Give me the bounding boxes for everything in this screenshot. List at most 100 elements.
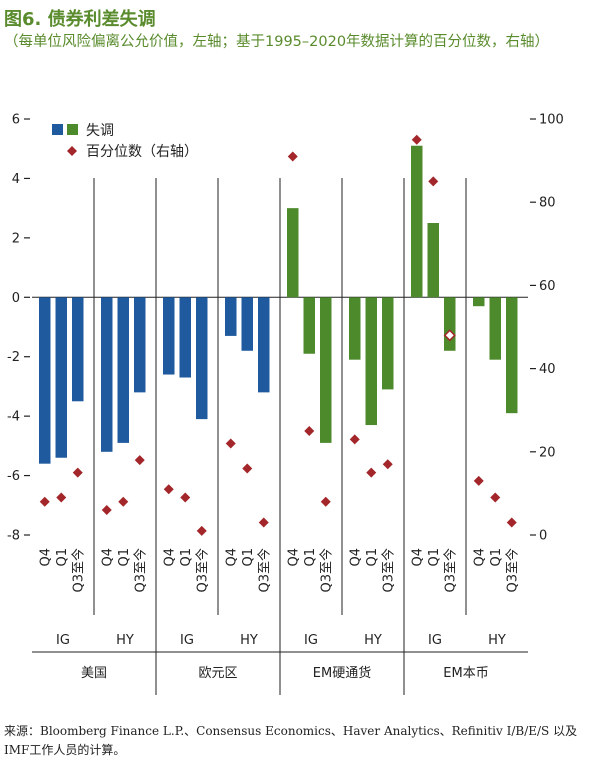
bar <box>39 297 51 464</box>
period-label: Q1 <box>365 548 380 567</box>
bar <box>241 297 253 351</box>
bar <box>444 297 456 351</box>
legend-swatch-green <box>67 124 78 135</box>
bar <box>117 297 129 443</box>
market-label: EM本币 <box>443 666 488 681</box>
rating-label: IG <box>428 633 442 648</box>
bar <box>349 297 361 360</box>
bar <box>179 297 191 378</box>
period-label: Q1 <box>303 548 318 567</box>
market-label: 欧元区 <box>198 666 237 681</box>
chart-title: 图6. 债券利差失调 <box>4 9 156 30</box>
bar <box>163 297 175 375</box>
percentile-marker <box>490 492 501 503</box>
rating-label: IG <box>180 633 194 648</box>
bar <box>72 297 84 402</box>
period-label: Q3至今 <box>442 548 458 593</box>
rating-label: IG <box>56 633 70 648</box>
right-tick-label: 20 <box>539 445 556 460</box>
percentile-marker <box>428 176 439 187</box>
bar <box>473 297 485 307</box>
percentile-marker <box>225 438 236 449</box>
rating-label: HY <box>240 633 258 648</box>
period-label: Q1 <box>241 548 256 567</box>
legend-marker <box>67 146 77 156</box>
percentile-marker <box>56 492 67 503</box>
left-tick-label: 2 <box>12 231 20 246</box>
bar <box>303 297 315 354</box>
percentile-marker <box>411 134 422 145</box>
period-label: Q3至今 <box>380 548 396 593</box>
percentile-marker <box>39 496 50 507</box>
period-label: Q4 <box>224 548 239 567</box>
chart-subtitle: （每单位风险偏离公允价值，左轴；基于1995–2020年数据计算的百分位数，右轴… <box>4 34 550 50</box>
bar <box>258 297 270 393</box>
percentile-marker <box>506 517 517 528</box>
legend-label-marker: 百分位数（右轴） <box>86 144 198 160</box>
percentile-marker <box>180 492 191 503</box>
period-label: Q3至今 <box>504 548 520 593</box>
percentile-marker <box>320 496 331 507</box>
period-label: Q3至今 <box>70 548 86 593</box>
percentile-marker <box>101 505 112 516</box>
period-label: Q3至今 <box>256 548 272 593</box>
percentile-marker <box>473 475 484 486</box>
left-tick-label: -8 <box>7 529 20 544</box>
period-label: Q4 <box>472 548 487 567</box>
rating-label: HY <box>488 633 506 648</box>
bar <box>506 297 518 414</box>
percentile-marker <box>304 426 315 436</box>
percentile-marker <box>366 467 377 478</box>
bar <box>287 208 299 298</box>
period-label: Q4 <box>100 548 115 567</box>
bar <box>225 297 237 336</box>
percentile-marker <box>196 525 207 536</box>
bar <box>101 297 113 452</box>
percentile-marker <box>443 329 456 342</box>
period-label: Q1 <box>489 548 504 567</box>
market-label: EM硬通货 <box>313 665 371 681</box>
left-tick-label: -4 <box>7 410 20 425</box>
legend-label-bar: 失调 <box>86 123 114 139</box>
period-label: Q4 <box>410 548 425 567</box>
period-label: Q3至今 <box>132 548 148 593</box>
bar <box>320 297 332 443</box>
left-tick-label: 6 <box>12 113 20 128</box>
left-tick-label: 0 <box>12 291 20 306</box>
period-label: Q4 <box>38 548 53 567</box>
period-label: Q3至今 <box>194 548 210 593</box>
period-label: Q1 <box>179 548 194 567</box>
period-label: Q4 <box>348 548 363 567</box>
period-label: Q4 <box>162 548 177 567</box>
percentile-marker <box>382 459 393 470</box>
source-note: 来源：Bloomberg Finance L.P.、Consensus Econ… <box>4 724 578 757</box>
right-tick-label: 80 <box>539 196 556 211</box>
left-tick-label: 4 <box>12 172 20 187</box>
market-label: 美国 <box>81 666 107 681</box>
bar <box>427 223 439 298</box>
percentile-marker <box>287 151 298 162</box>
right-tick-label: 40 <box>539 362 556 377</box>
period-label: Q1 <box>55 548 70 567</box>
rating-label: HY <box>364 633 382 648</box>
bar <box>489 297 501 360</box>
percentile-marker <box>349 434 360 445</box>
rating-label: HY <box>116 633 134 648</box>
percentile-marker <box>134 455 145 466</box>
bar <box>196 297 208 420</box>
percentile-marker <box>242 463 253 474</box>
bar <box>382 297 394 390</box>
left-tick-label: -2 <box>7 350 20 365</box>
period-label: Q4 <box>286 548 301 567</box>
legend-swatch-blue <box>52 124 63 135</box>
period-label: Q3至今 <box>318 548 334 593</box>
percentile-marker <box>163 484 174 495</box>
rating-label: IG <box>304 633 318 648</box>
right-tick-label: 60 <box>539 279 556 294</box>
bar <box>134 297 146 393</box>
bar <box>411 145 423 298</box>
bar <box>55 297 67 458</box>
period-label: Q1 <box>117 548 132 567</box>
period-label: Q1 <box>427 548 442 567</box>
